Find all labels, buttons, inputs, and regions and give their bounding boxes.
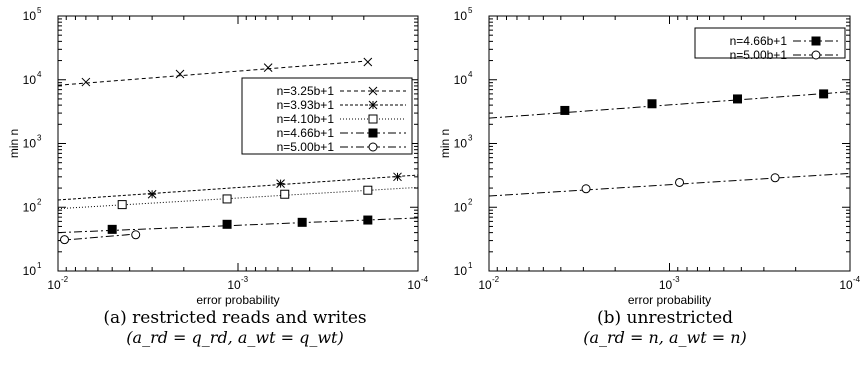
data-point xyxy=(81,77,91,87)
data-point xyxy=(297,217,307,227)
y-tick-exponent: 4 xyxy=(37,70,42,79)
data-point xyxy=(647,99,657,109)
caption-b: (b) unrestricted (a_rd = n, a_wt = n) xyxy=(470,308,860,347)
data-point xyxy=(363,215,373,225)
series-line xyxy=(489,172,850,197)
x-axis: 10 -2 10 -3 10 -4 xyxy=(478,16,861,292)
y-tick-exponent: 2 xyxy=(37,197,42,206)
data-point xyxy=(675,177,685,187)
legend-marker xyxy=(368,114,378,124)
series-0 xyxy=(58,57,373,87)
legend-label: n=5.00b+1 xyxy=(277,140,335,154)
data-point xyxy=(175,69,185,79)
caption-b-line1: (b) unrestricted xyxy=(596,308,734,328)
legend-marker xyxy=(368,142,378,152)
legend-label: n=4.66b+1 xyxy=(730,34,788,48)
data-point xyxy=(581,184,591,194)
legend-marker xyxy=(811,36,821,46)
series-3 xyxy=(58,215,418,234)
y-axis-label: min n xyxy=(438,129,452,158)
data-point xyxy=(819,89,829,99)
y-tick-label: 10 xyxy=(23,264,37,278)
series-1 xyxy=(489,172,850,197)
data-point xyxy=(131,230,141,240)
series-4 xyxy=(58,230,141,245)
x-tick-exponent: -4 xyxy=(853,275,861,284)
x-tick-label: 10 xyxy=(478,278,492,292)
legend-label: n=4.66b+1 xyxy=(277,126,335,140)
data-point xyxy=(770,173,780,183)
caption-a-line2: (a_rd = q_rd, a_wt = q_wt) xyxy=(126,328,344,347)
data-point xyxy=(117,200,127,210)
y-tick-label: 10 xyxy=(454,9,468,23)
y-tick-exponent: 5 xyxy=(468,6,473,15)
legend-label: n=5.00b+1 xyxy=(730,48,788,62)
caption-b-line2: (a_rd = n, a_wt = n) xyxy=(583,328,747,347)
x-axis-label: error probability xyxy=(628,293,711,307)
data-point xyxy=(560,105,570,115)
legend: n=4.66b+1n=5.00b+1 xyxy=(694,27,846,62)
data-point xyxy=(222,219,232,229)
data-point xyxy=(222,194,232,204)
y-tick-exponent: 1 xyxy=(37,261,42,270)
legend-label: n=4.10b+1 xyxy=(277,112,335,126)
data-point xyxy=(263,63,273,72)
series-0 xyxy=(489,89,850,119)
series-line xyxy=(489,91,850,119)
legend-marker xyxy=(368,128,378,138)
y-tick-exponent: 5 xyxy=(37,6,42,15)
legend: n=3.25b+1n=3.93b+1n=4.10b+1n=4.66b+1n=5.… xyxy=(241,77,413,155)
y-tick-label: 10 xyxy=(454,73,468,87)
x-tick-exponent: -3 xyxy=(673,275,681,284)
legend-marker xyxy=(811,50,821,60)
legend-marker xyxy=(368,86,378,96)
y-tick-exponent: 3 xyxy=(468,134,473,143)
data-point xyxy=(363,57,373,67)
y-tick-exponent: 2 xyxy=(468,197,473,206)
x-tick-label: 10 xyxy=(47,278,61,292)
series-line xyxy=(58,174,418,201)
x-tick-exponent: -3 xyxy=(241,275,249,284)
x-tick-label: 10 xyxy=(407,278,421,292)
x-tick-label: 10 xyxy=(227,278,241,292)
y-tick-label: 10 xyxy=(23,200,37,214)
y-tick-exponent: 4 xyxy=(468,70,473,79)
x-tick-label: 10 xyxy=(839,278,853,292)
y-tick-label: 10 xyxy=(454,200,468,214)
data-point xyxy=(363,185,373,195)
y-tick-label: 10 xyxy=(23,9,37,23)
data-point xyxy=(60,235,70,245)
y-tick-label: 10 xyxy=(454,137,468,151)
series-1 xyxy=(58,172,418,201)
caption-a-line1: (a) restricted reads and writes xyxy=(103,308,367,328)
y-tick-label: 10 xyxy=(23,137,37,151)
series-2 xyxy=(58,185,418,210)
legend-label: n=3.25b+1 xyxy=(277,84,335,98)
data-point xyxy=(280,189,290,199)
series-line xyxy=(58,233,136,242)
x-tick-exponent: -4 xyxy=(421,275,429,284)
data-point xyxy=(733,94,743,104)
y-tick-exponent: 1 xyxy=(468,261,473,270)
y-tick-exponent: 3 xyxy=(37,134,42,143)
series-line xyxy=(58,217,418,234)
x-tick-exponent: -2 xyxy=(492,275,500,284)
y-tick-label: 10 xyxy=(23,73,37,87)
x-tick-label: 10 xyxy=(659,278,673,292)
series-line xyxy=(58,60,364,86)
data-point xyxy=(107,224,117,234)
legend-label: n=3.93b+1 xyxy=(277,98,335,112)
x-tick-exponent: -2 xyxy=(61,275,69,284)
y-axis-label: min n xyxy=(7,129,21,158)
caption-a: (a) restricted reads and writes (a_rd = … xyxy=(40,308,430,347)
x-axis: 10 -2 10 -3 10 -4 xyxy=(47,16,429,292)
y-tick-label: 10 xyxy=(454,264,468,278)
x-axis-label: error probability xyxy=(196,293,279,307)
